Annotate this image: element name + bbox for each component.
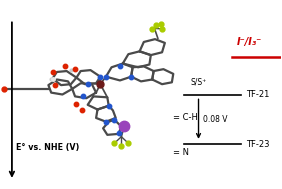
Text: S/S⁺: S/S⁺ bbox=[190, 77, 206, 86]
Text: = C-H: = C-H bbox=[173, 112, 198, 122]
Text: E° vs. NHE (V): E° vs. NHE (V) bbox=[16, 143, 80, 152]
Text: I⁻/I₃⁻: I⁻/I₃⁻ bbox=[236, 37, 262, 47]
Text: TF-23: TF-23 bbox=[246, 140, 270, 149]
Text: TF-21: TF-21 bbox=[246, 90, 270, 99]
Text: 0.08 V: 0.08 V bbox=[203, 115, 227, 124]
Text: = N: = N bbox=[173, 148, 189, 157]
